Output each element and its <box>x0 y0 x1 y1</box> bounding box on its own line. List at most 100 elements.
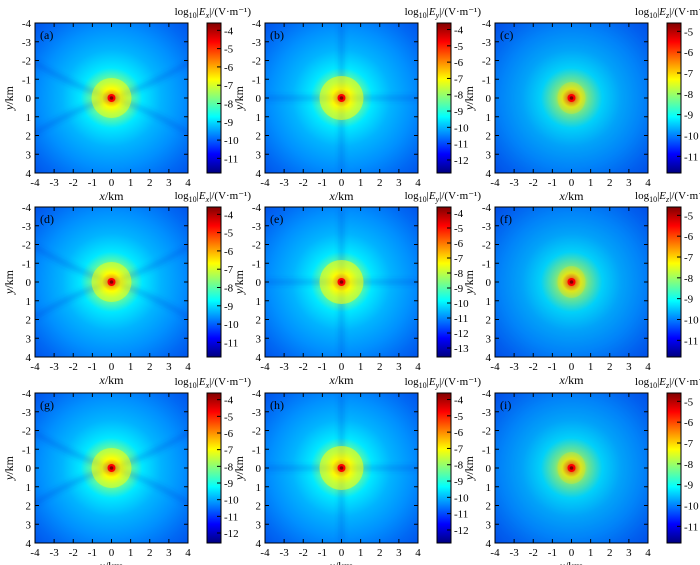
y-tick-label: 4 <box>26 168 32 180</box>
panel-h: (h)-4-3-2-101234-4-3-2-101234x/kmy/km-4-… <box>232 376 481 565</box>
colorbar-title: log10|Ez|/(V·m⁻¹) <box>635 376 700 390</box>
x-tick-label: 2 <box>607 547 613 559</box>
colorbar-title-abs-close: | <box>669 6 671 18</box>
panel-label: (d) <box>40 212 54 226</box>
source-core <box>109 280 114 284</box>
colorbar-tick-label: -4 <box>224 395 234 407</box>
y-tick-label: 3 <box>26 149 32 161</box>
y-axis-unit: /km <box>2 455 16 474</box>
y-tick-label: -2 <box>482 240 491 252</box>
x-tick-label: 2 <box>377 177 383 189</box>
heatmap-field <box>35 393 188 543</box>
colorbar-tick-label: -8 <box>454 460 464 472</box>
y-tick-label: 4 <box>486 168 492 180</box>
heatmap-field <box>265 23 418 173</box>
x-axis-label: x/km <box>559 189 585 203</box>
x-tick-label: -4 <box>490 361 500 373</box>
y-tick-label: 2 <box>256 501 262 513</box>
colorbar-title-abs-open: | <box>197 376 199 388</box>
x-tick-label: 3 <box>396 177 402 189</box>
y-tick-label: 0 <box>486 93 492 105</box>
y-axis-var: y <box>232 474 246 481</box>
panel-label: (i) <box>500 398 511 412</box>
colorbar <box>206 206 222 358</box>
x-tick-label: -1 <box>318 547 327 559</box>
colorbar-title-component: z <box>665 11 670 20</box>
colorbar-title-component: x <box>205 11 210 20</box>
x-tick-label: 2 <box>147 547 153 559</box>
colorbar-title: log10|Ex|/(V·m⁻¹) <box>175 6 252 20</box>
colorbar-title-component: y <box>435 11 440 20</box>
colorbar-title-abs-open: | <box>427 6 429 18</box>
source-core <box>339 280 344 284</box>
y-tick-label: -2 <box>482 426 491 438</box>
x-tick-label: -2 <box>69 177 78 189</box>
colorbar-tick-label: -10 <box>684 501 699 513</box>
colorbar-tick-label: -5 <box>224 228 234 240</box>
x-tick-label: 3 <box>166 177 172 189</box>
colorbar-title-abs-open: | <box>657 190 659 202</box>
y-tick-label: 0 <box>26 463 32 475</box>
x-axis-unit: /km <box>335 373 354 387</box>
y-tick-label: -1 <box>252 258 261 270</box>
colorbar-tick-label: -9 <box>224 117 234 129</box>
x-tick-label: 0 <box>339 177 345 189</box>
colorbar-title-component: x <box>205 195 210 204</box>
panel-f: (f)-4 -3 -2 -1 0 1 2 3 4-4-3-2-101234x/kmy/km-5-… <box>462 190 700 387</box>
y-tick-label: 1 <box>26 482 32 494</box>
colorbar-title: log10|Ez|/(V·m⁻¹) <box>635 6 700 20</box>
x-axis-unit: /km <box>565 559 584 565</box>
colorbar-tick-label: -5 <box>684 26 694 38</box>
x-tick-label: 3 <box>626 361 632 373</box>
colorbar-title-unit: /(V·m⁻¹) <box>211 6 251 18</box>
y-tick-label: 2 <box>26 131 32 143</box>
colorbar-title-unit: /(V·m⁻¹) <box>671 376 700 388</box>
source-core <box>569 280 574 284</box>
x-tick-label: -2 <box>529 177 538 189</box>
colorbar-title-abs-close: | <box>439 376 441 388</box>
colorbar-tick-label: -5 <box>684 396 694 408</box>
colorbar-title-abs-close: | <box>209 6 211 18</box>
x-tick-label: -1 <box>318 361 327 373</box>
y-tick-label: 3 <box>486 149 492 161</box>
y-tick-label: 3 <box>26 519 32 531</box>
y-tick-label: 4 <box>256 168 262 180</box>
x-tick-label: -1 <box>88 177 97 189</box>
x-tick-label: 1 <box>128 361 134 373</box>
x-tick-label: -3 <box>50 177 60 189</box>
x-axis-label: x/km <box>99 373 125 387</box>
source-core <box>109 96 114 100</box>
x-tick-label: 0 <box>569 547 575 559</box>
heatmap-field <box>35 23 188 173</box>
x-axis-unit: /km <box>105 373 124 387</box>
x-tick-label: 4 <box>415 361 421 373</box>
panel-e: (e)-4 -3 -2 -1 0 1 2 3 4-4-3-2-101234x/kmy/km-4-… <box>232 190 481 387</box>
x-tick-label: 4 <box>185 547 191 559</box>
colorbar-title-base: 10 <box>189 11 197 20</box>
x-axis-label: x/km <box>99 559 125 565</box>
colorbar-title-component: x <box>205 381 210 390</box>
y-tick-label: -3 <box>482 37 492 49</box>
colorbar-title-var: E <box>198 6 206 18</box>
y-axis-unit: /km <box>462 455 476 474</box>
y-axis-var: y <box>2 474 16 481</box>
y-tick-label: 0 <box>256 93 262 105</box>
x-axis-unit: /km <box>335 559 354 565</box>
x-tick-label: 1 <box>128 177 134 189</box>
source-core <box>569 96 574 100</box>
colorbar-title-unit: /(V·m⁻¹) <box>441 376 481 388</box>
x-tick-label: -1 <box>548 547 557 559</box>
y-axis-unit: /km <box>232 455 246 474</box>
colorbar-tick-label: -9 <box>454 106 464 118</box>
colorbar-tick-label: -7 <box>684 68 694 80</box>
x-tick-label: 0 <box>109 547 115 559</box>
y-tick-label: -3 <box>22 221 32 233</box>
colorbar-tick-label: -11 <box>454 139 468 151</box>
panel-label: (f) <box>500 212 512 226</box>
colorbar-title-unit: /(V·m⁻¹) <box>671 190 700 202</box>
colorbar-tick-label: -10 <box>454 122 469 134</box>
x-tick-label: -4 <box>490 177 500 189</box>
y-axis-var: y <box>232 288 246 295</box>
colorbar-tick-label: -8 <box>224 282 234 294</box>
colorbar <box>206 22 222 174</box>
